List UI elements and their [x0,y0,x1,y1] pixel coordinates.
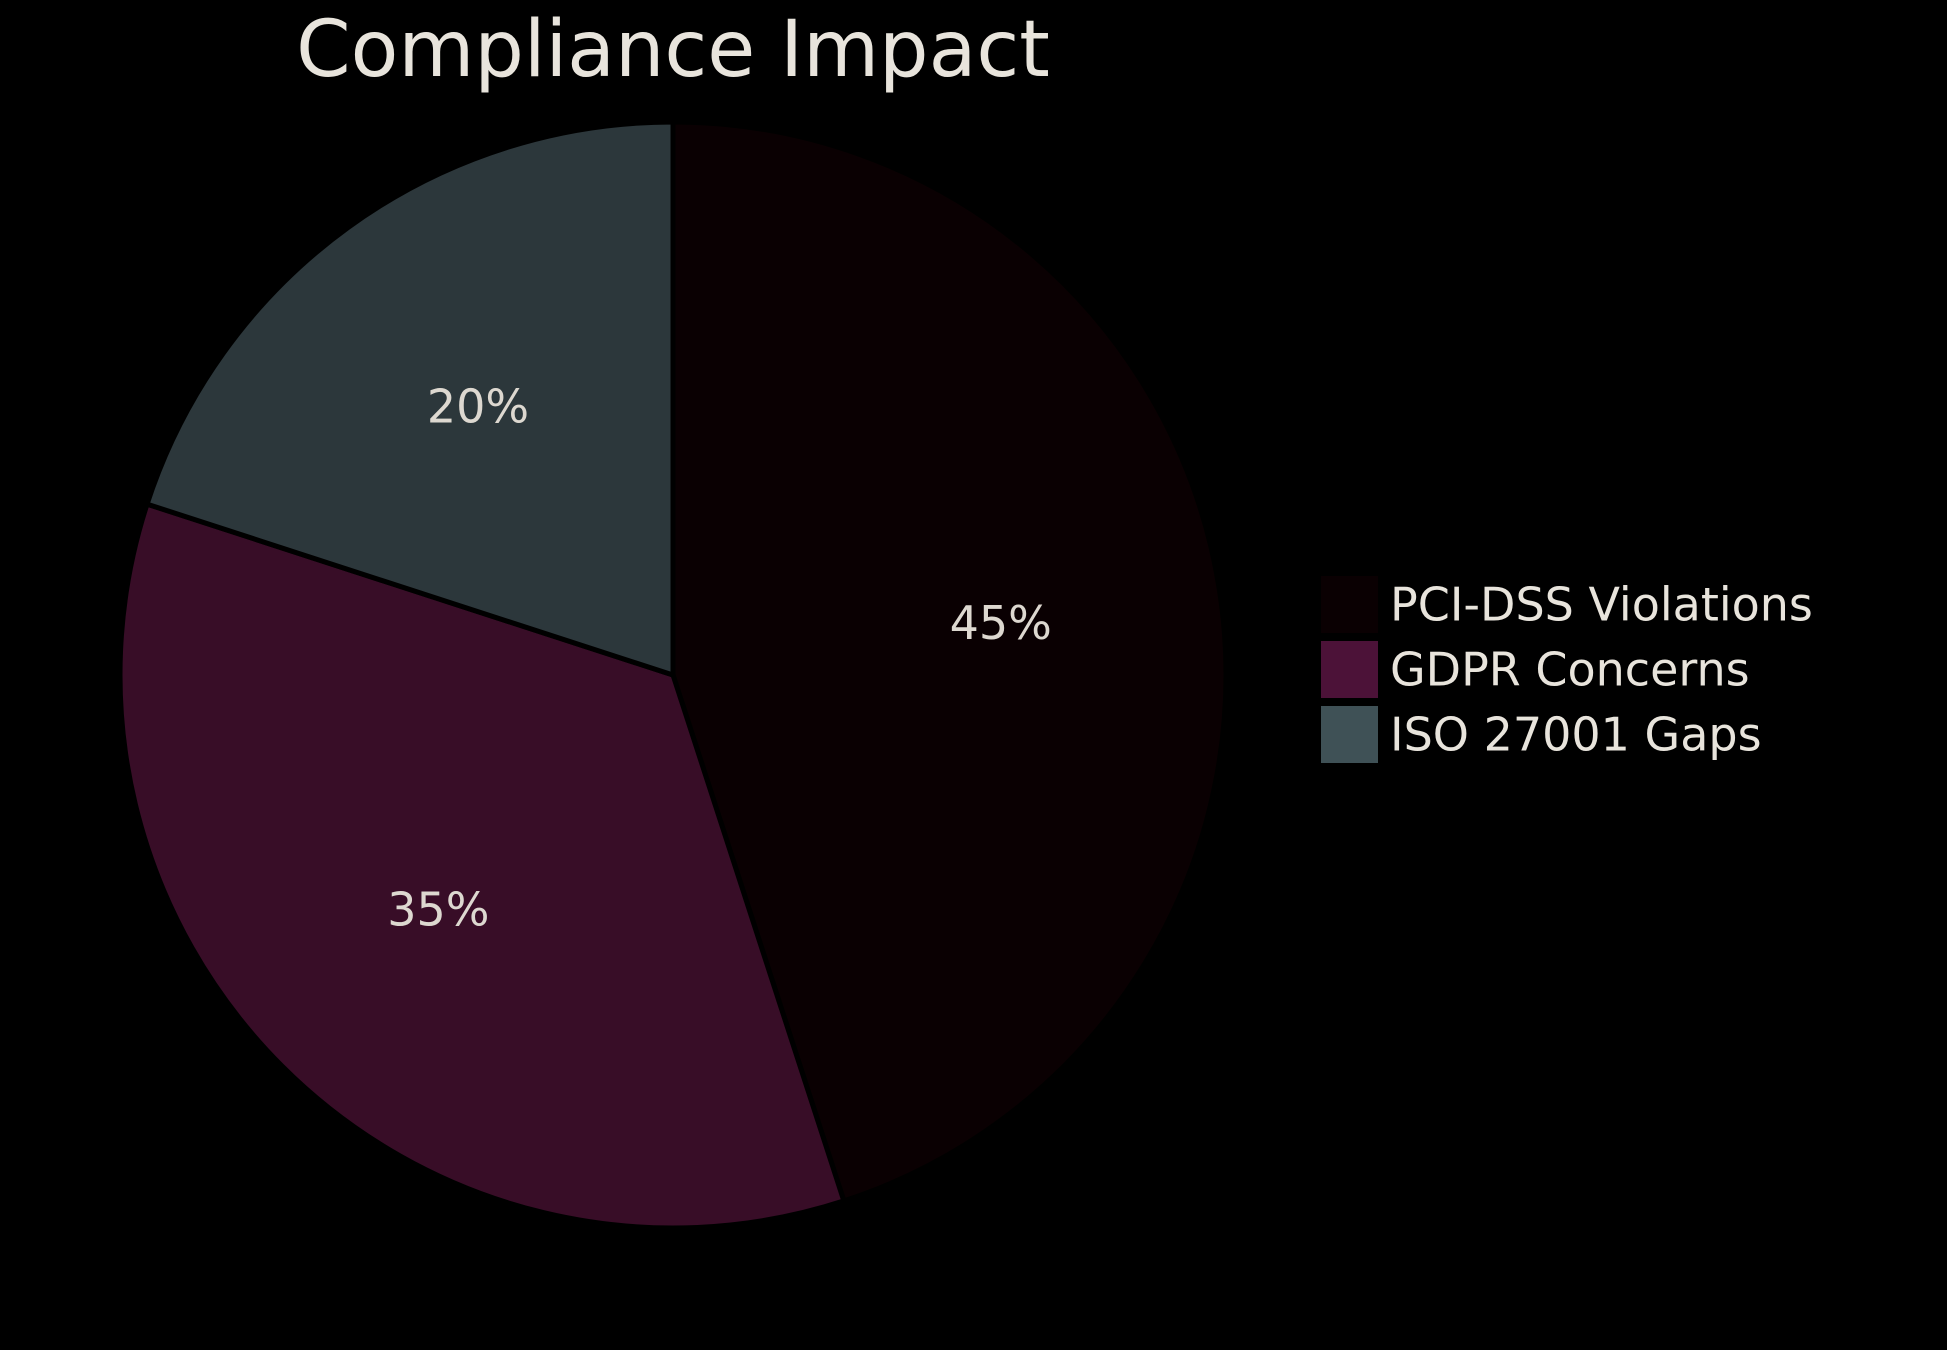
pie-slice-labels: 45% 35% 20% [387,380,1052,937]
legend-label: GDPR Concerns [1390,643,1750,697]
pie-slice-gdpr-concerns [117,501,847,1231]
chart-title: Compliance Impact [296,5,1050,95]
slice-percent-label: 20% [427,380,529,434]
legend-swatch [1321,706,1378,763]
legend-item: ISO 27001 Gaps [1321,706,1762,763]
legend-swatch [1321,576,1378,633]
pie-slice-pci-dss-violations [670,119,1229,1204]
slice-percent-label: 45% [950,596,1052,650]
legend-label: ISO 27001 Gaps [1390,708,1762,762]
legend-item: GDPR Concerns [1321,641,1750,698]
slice-percent-label: 35% [387,883,489,937]
legend: PCI-DSS Violations GDPR Concerns ISO 27001… [1321,576,1813,763]
legend-label: PCI-DSS Violations [1390,578,1813,632]
legend-item: PCI-DSS Violations [1321,576,1813,633]
legend-swatch [1321,641,1378,698]
pie-slices [117,119,1229,1231]
pie-slice-iso-27001-gaps [144,119,676,678]
